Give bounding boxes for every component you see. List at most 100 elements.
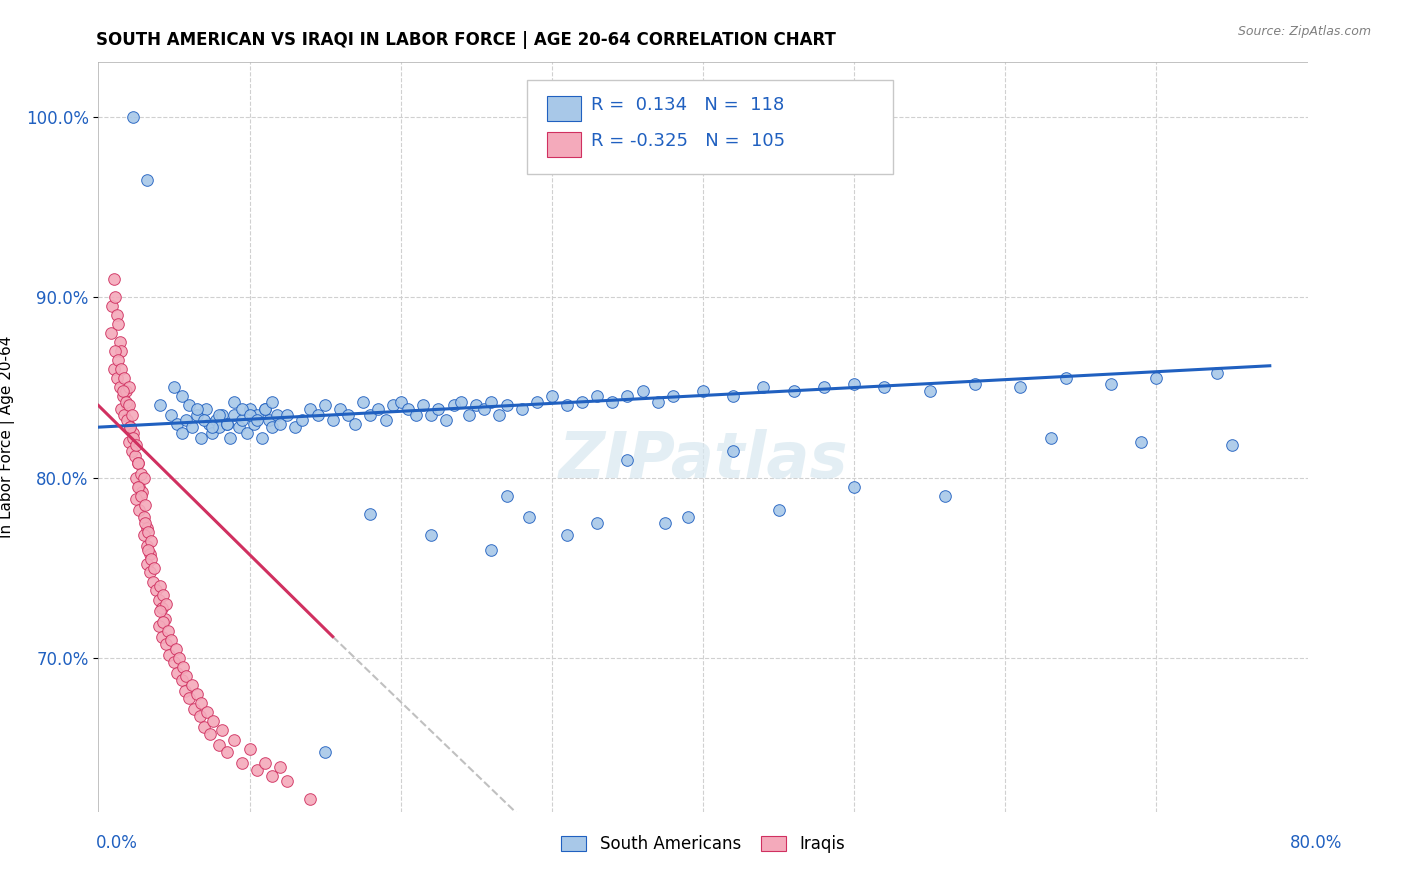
- Point: [110, 362, 132, 376]
- Point: [183, 702, 205, 716]
- Point: [243, 417, 266, 431]
- Point: [131, 485, 153, 500]
- Point: [647, 395, 669, 409]
- Point: [105, 371, 128, 385]
- Point: [114, 395, 136, 409]
- Point: [135, 558, 157, 572]
- Point: [202, 714, 225, 729]
- Point: [190, 697, 212, 711]
- Point: [110, 402, 132, 417]
- Point: [166, 665, 188, 680]
- Text: 80.0%: 80.0%: [1291, 834, 1343, 852]
- Point: [211, 723, 233, 738]
- Point: [262, 420, 284, 434]
- Point: [159, 648, 181, 662]
- Point: [197, 417, 219, 431]
- Point: [205, 413, 228, 427]
- Point: [127, 456, 149, 470]
- Point: [186, 687, 208, 701]
- Point: [120, 420, 142, 434]
- Point: [136, 524, 159, 539]
- Point: [934, 489, 956, 503]
- Point: [299, 792, 322, 806]
- Y-axis label: In Labor Force | Age 20-64: In Labor Force | Age 20-64: [0, 336, 14, 538]
- Point: [396, 402, 419, 417]
- Point: [121, 443, 143, 458]
- Point: [105, 308, 128, 322]
- Point: [540, 389, 562, 403]
- Point: [124, 449, 146, 463]
- Point: [208, 738, 231, 752]
- Point: [224, 395, 246, 409]
- Legend: South Americans, Iraqis: South Americans, Iraqis: [554, 829, 852, 860]
- Text: 0.0%: 0.0%: [96, 834, 138, 852]
- Point: [405, 408, 427, 422]
- Point: [336, 408, 359, 422]
- Point: [374, 413, 396, 427]
- Point: [112, 408, 135, 422]
- Point: [104, 344, 127, 359]
- Point: [211, 408, 233, 422]
- Point: [488, 408, 510, 422]
- Point: [1220, 438, 1243, 452]
- Point: [174, 413, 197, 427]
- Point: [224, 408, 246, 422]
- Point: [1206, 366, 1229, 380]
- Point: [201, 425, 224, 440]
- Point: [481, 395, 503, 409]
- Point: [246, 408, 269, 422]
- Point: [170, 425, 193, 440]
- Point: [752, 380, 775, 394]
- Point: [150, 630, 173, 644]
- Point: [110, 344, 132, 359]
- Point: [156, 624, 179, 639]
- Point: [112, 371, 135, 385]
- Point: [481, 543, 503, 558]
- Point: [450, 395, 472, 409]
- Point: [115, 399, 138, 413]
- Point: [235, 425, 257, 440]
- Point: [412, 399, 434, 413]
- Point: [107, 317, 129, 331]
- Point: [122, 431, 145, 445]
- Point: [208, 408, 231, 422]
- Point: [586, 516, 609, 530]
- Point: [661, 389, 683, 403]
- Point: [122, 110, 145, 124]
- Point: [132, 510, 155, 524]
- Point: [253, 402, 276, 417]
- Point: [174, 669, 197, 683]
- Point: [152, 588, 174, 602]
- Point: [266, 408, 288, 422]
- Point: [360, 507, 382, 521]
- Point: [224, 732, 246, 747]
- Point: [145, 582, 167, 597]
- Point: [918, 384, 941, 398]
- Point: [246, 763, 269, 777]
- Point: [873, 380, 896, 394]
- Point: [160, 408, 183, 422]
- Point: [118, 434, 141, 449]
- Point: [314, 745, 336, 759]
- Point: [215, 745, 238, 759]
- Point: [188, 709, 211, 723]
- Point: [276, 774, 298, 789]
- Text: Source: ZipAtlas.com: Source: ZipAtlas.com: [1237, 25, 1371, 38]
- Point: [602, 395, 624, 409]
- Point: [111, 384, 134, 398]
- Point: [586, 389, 609, 403]
- Point: [571, 395, 593, 409]
- Point: [246, 413, 269, 427]
- Point: [132, 528, 155, 542]
- Point: [193, 413, 215, 427]
- Point: [360, 408, 382, 422]
- Point: [143, 561, 166, 575]
- Point: [135, 521, 157, 535]
- Point: [239, 408, 262, 422]
- Point: [115, 413, 138, 427]
- Point: [291, 413, 314, 427]
- Point: [120, 420, 142, 434]
- Point: [148, 593, 170, 607]
- Point: [239, 741, 262, 756]
- Point: [148, 619, 170, 633]
